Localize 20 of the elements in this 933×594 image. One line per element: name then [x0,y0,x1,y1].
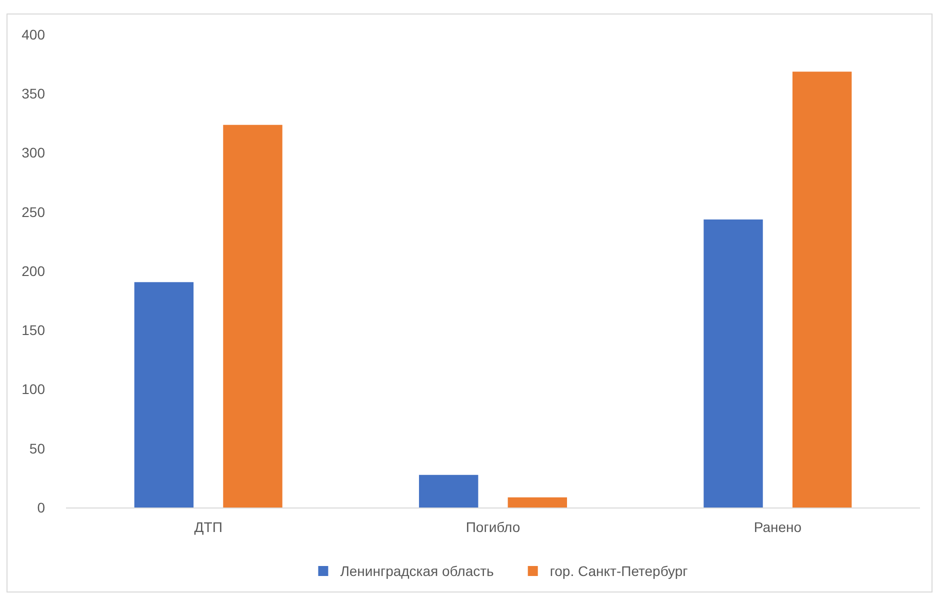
bar [134,282,194,508]
y-tick-label: 300 [22,144,46,161]
y-tick-label: 0 [37,499,46,516]
x-tick-label: Ранено [754,518,802,535]
y-tick-label: 350 [22,86,46,102]
x-tick-label: ДТП [194,518,222,535]
y-tick-label: 100 [22,381,46,398]
y-tick-label: 200 [22,262,46,279]
bar [704,219,763,508]
bar [418,474,478,508]
y-tick-label: 250 [22,204,46,220]
bar [508,497,568,508]
y-tick-label: 50 [29,440,46,456]
bar [792,72,852,508]
legend-label: Ленинградская область [340,563,494,579]
y-tick-label: 400 [22,26,46,42]
x-tick-label: Погибло [466,518,520,535]
y-tick-label: 150 [22,322,46,338]
bar [223,124,282,508]
legend-label: гор. Санкт-Петербург [550,563,688,579]
